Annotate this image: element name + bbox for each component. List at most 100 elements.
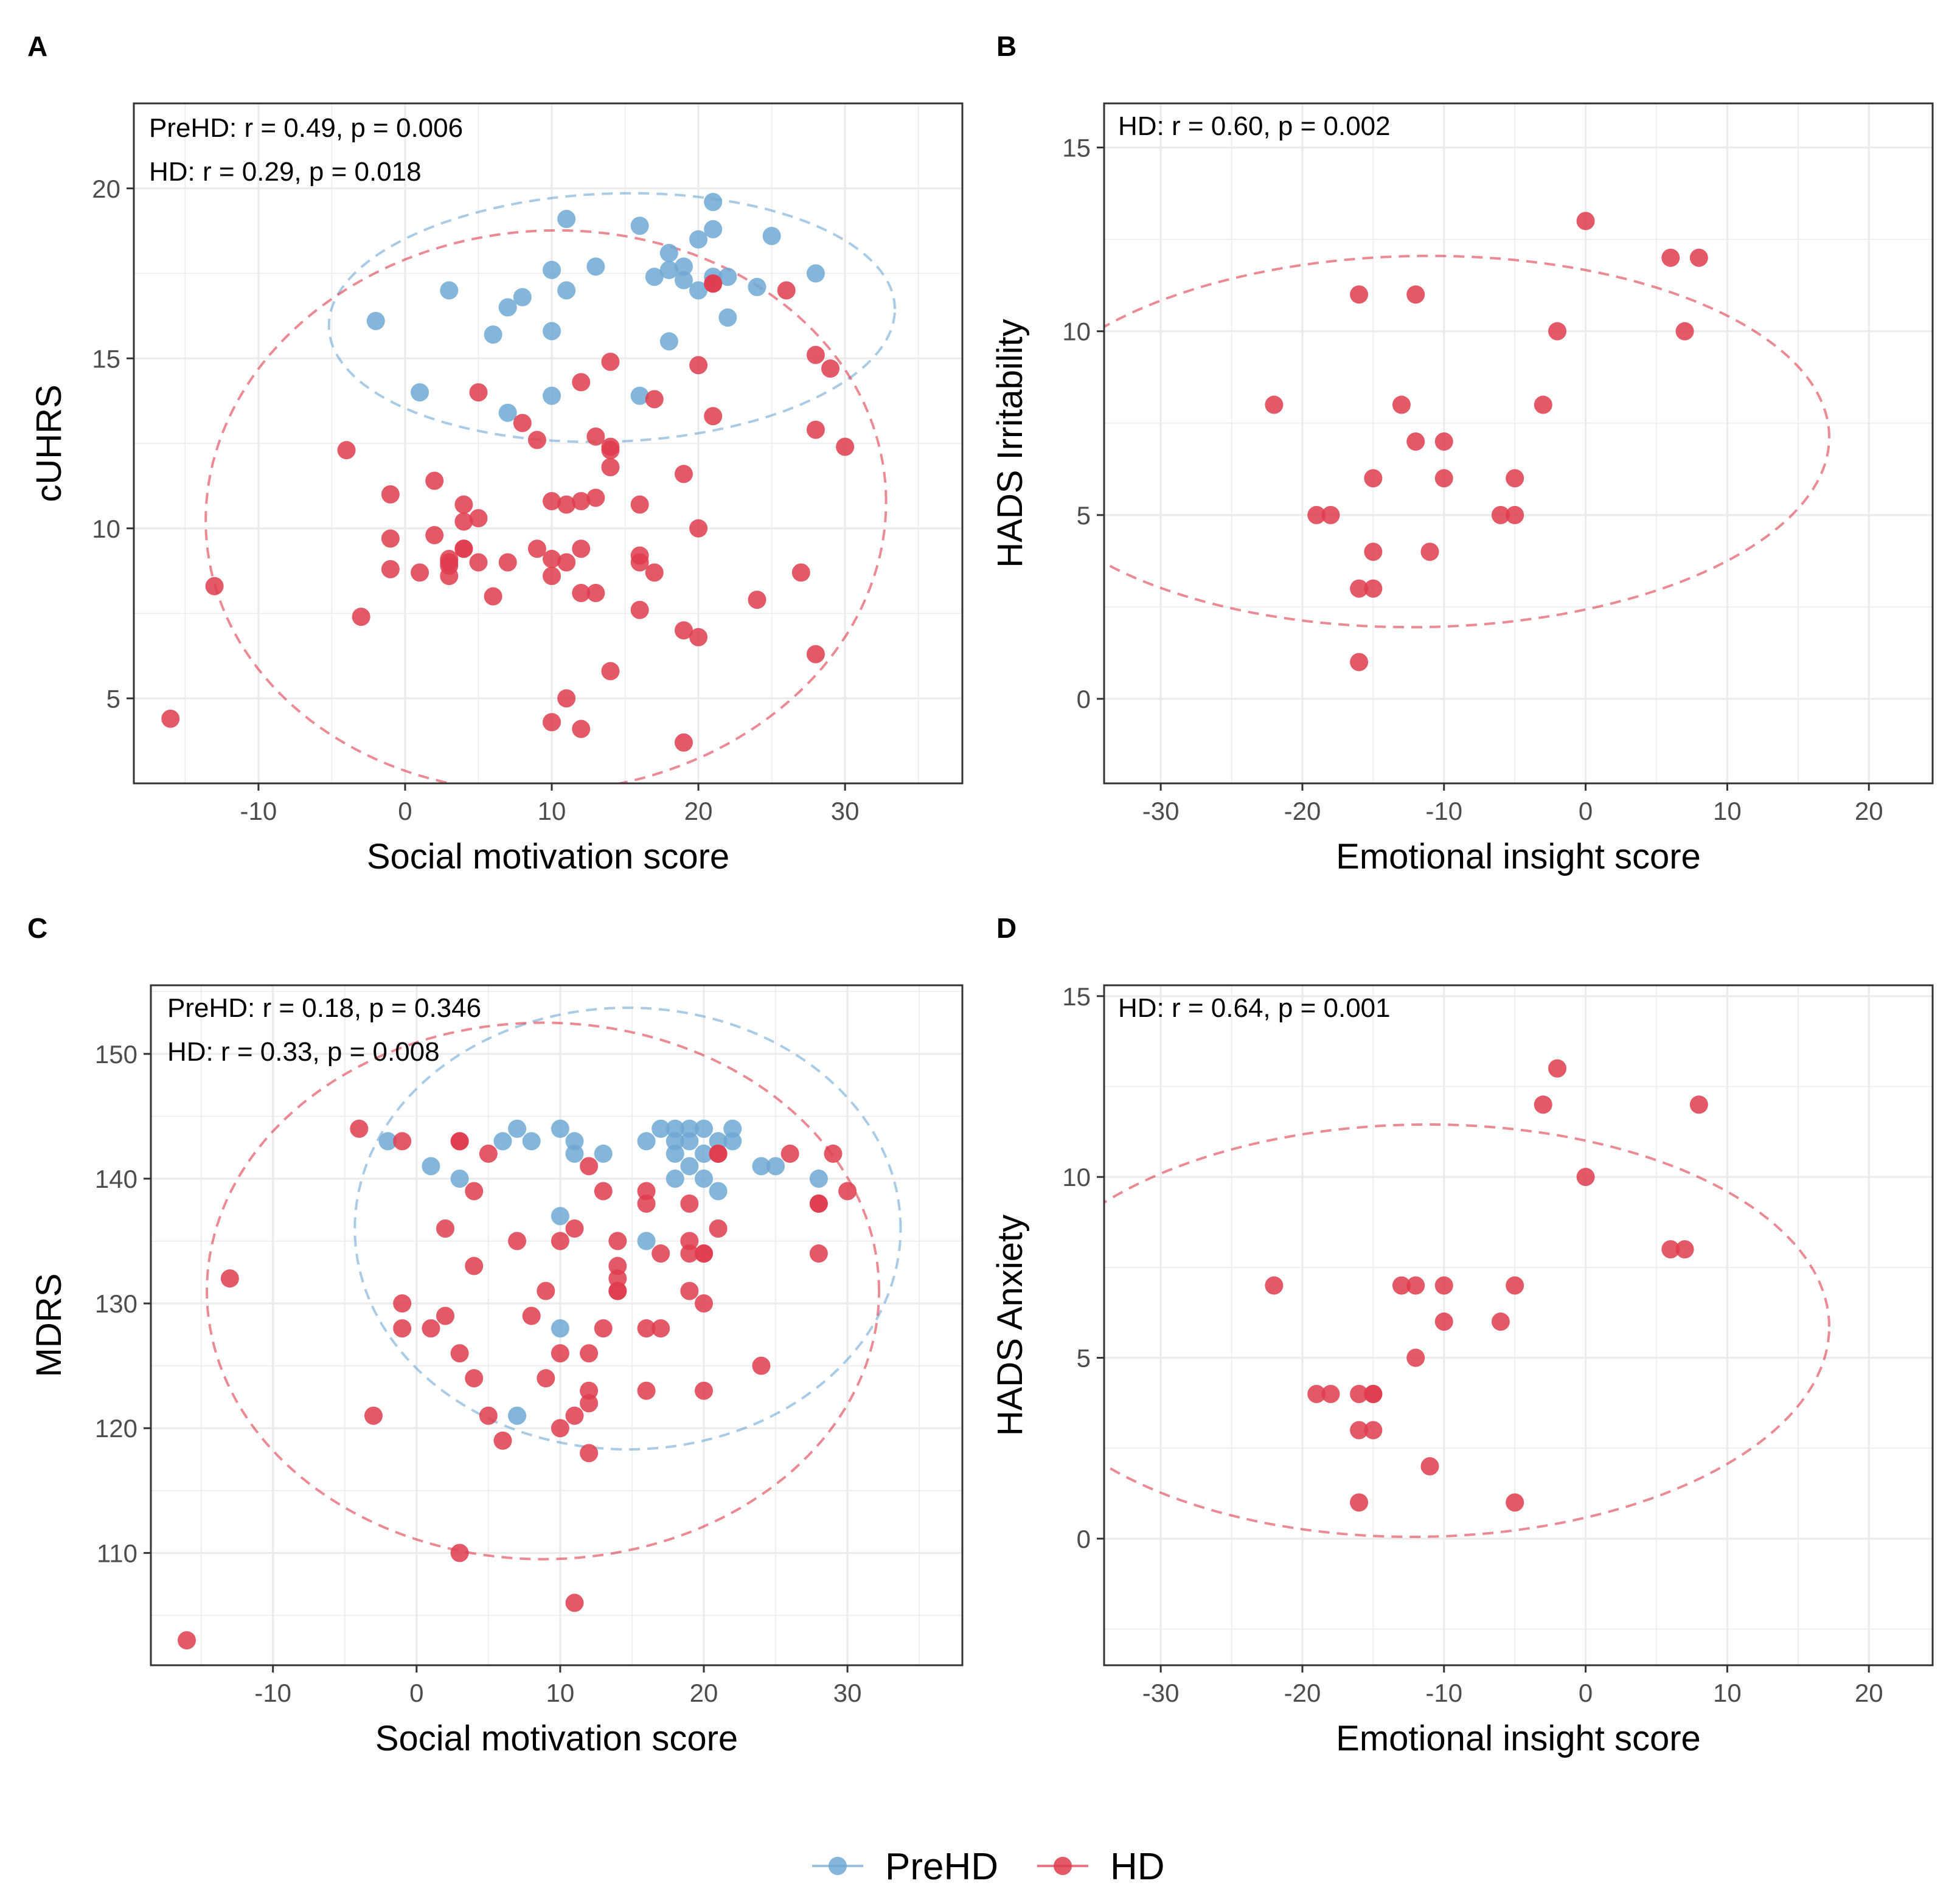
data-point-hd [680, 1194, 699, 1213]
data-point-hd [709, 1219, 728, 1238]
data-point-hd [689, 519, 708, 538]
data-point-prehd [659, 260, 678, 279]
data-point-prehd [484, 325, 502, 344]
confidence-ellipses [1104, 254, 1830, 629]
data-point-hd [1350, 653, 1369, 671]
data-point-hd [1434, 1312, 1453, 1331]
data-point-prehd [665, 1169, 684, 1188]
data-point-hd [1406, 432, 1425, 451]
data-point-hd [594, 1319, 613, 1338]
y-tick-label: 10 [1062, 1163, 1091, 1191]
data-point-hd [1307, 1384, 1326, 1403]
data-point-hd [1350, 579, 1369, 598]
data-point-hd [680, 1244, 699, 1263]
data-point-hd [580, 1344, 599, 1363]
data-point-hd [1548, 322, 1567, 341]
y-tick-label: 150 [95, 1040, 137, 1069]
y-tick-label: 0 [1077, 685, 1091, 713]
data-point-prehd [645, 268, 664, 286]
plot-background [1104, 985, 1933, 1665]
data-points [178, 1119, 857, 1649]
data-point-hd [580, 1394, 599, 1413]
data-point-prehd [551, 1207, 569, 1226]
data-point-prehd [543, 322, 561, 341]
plot-frame [133, 102, 964, 785]
data-point-hd [565, 1219, 584, 1238]
data-point-hd [1576, 1168, 1595, 1187]
data-point-prehd [422, 1157, 440, 1176]
legend: PreHD HD [812, 1846, 1165, 1888]
data-point-hd [580, 1157, 599, 1176]
data-point-hd [161, 709, 180, 728]
data-point-prehd [723, 1132, 742, 1151]
x-tick-label: 20 [1855, 1679, 1883, 1707]
panel-label: D [996, 912, 1016, 944]
data-point-hd [1392, 395, 1411, 414]
ellipse-hd [1104, 254, 1830, 629]
x-tick-label: 20 [1855, 797, 1883, 825]
data-point-hd [689, 356, 708, 375]
data-point-hd [695, 1294, 714, 1313]
data-point-prehd [411, 383, 429, 402]
data-point-prehd [522, 1132, 541, 1151]
data-point-hd [586, 427, 605, 446]
data-point-hd [522, 1306, 541, 1325]
data-point-prehd [565, 1132, 584, 1151]
panels: -10 0 10 20 30 5 10 15 20 Social motivation score… [27, 30, 1934, 1758]
correlation-annotation: HD: r = 0.64, p = 0.001 [1118, 993, 1391, 1023]
data-point-prehd [513, 288, 532, 307]
x-axis-title: Social motivation score [375, 1719, 738, 1758]
data-point-hd [450, 1344, 469, 1363]
x-tick-label: -10 [1425, 1679, 1462, 1707]
data-point-hd [1406, 285, 1425, 304]
x-axis-title: Emotional insight score [1336, 837, 1701, 876]
data-point-prehd [543, 386, 561, 405]
data-point-hd [543, 713, 561, 732]
data-point-hd [1364, 543, 1383, 561]
data-point-hd [1350, 1493, 1369, 1512]
data-point-hd [1420, 543, 1439, 561]
data-point-hd [572, 719, 591, 738]
data-point-hd [1434, 469, 1453, 488]
data-point-hd [393, 1319, 412, 1338]
data-point-hd [440, 553, 459, 572]
data-point-hd [1576, 212, 1595, 231]
data-point-hd [608, 1257, 627, 1275]
x-axis-title: Emotional insight score [1336, 1719, 1701, 1758]
data-point-prehd [440, 281, 459, 300]
data-point-hd [824, 1144, 843, 1163]
y-axis-title: MDRS [29, 1274, 69, 1378]
x-tick-label: 0 [409, 1679, 423, 1707]
data-point-prehd [508, 1406, 527, 1425]
ellipse-hd [204, 229, 888, 783]
data-point-prehd [665, 1132, 684, 1151]
data-point-prehd [680, 1132, 699, 1151]
data-point-hd [1689, 1095, 1708, 1114]
data-point-hd [1350, 285, 1369, 304]
data-point-prehd [689, 281, 708, 300]
data-point-hd [1506, 1493, 1524, 1512]
data-point-hd [674, 621, 693, 640]
data-point-hd [557, 689, 576, 708]
data-point-hd [465, 1182, 484, 1201]
data-point-prehd [630, 217, 649, 235]
correlation-annotation: HD: r = 0.60, p = 0.002 [1118, 111, 1391, 141]
legend-key-prehd [812, 1857, 863, 1875]
data-point-hd [572, 373, 591, 392]
data-point-hd [469, 508, 488, 527]
data-point-hd [337, 441, 356, 460]
data-point-hd [1661, 1240, 1680, 1259]
data-point-hd [479, 1406, 498, 1425]
data-point-hd [205, 577, 224, 595]
data-point-hd [557, 553, 576, 572]
data-point-hd [674, 465, 693, 484]
data-point-hd [352, 608, 370, 626]
data-point-prehd [718, 268, 737, 286]
data-point-hd [601, 441, 620, 460]
data-point-prehd [695, 1144, 714, 1163]
panel-label: C [27, 912, 47, 944]
data-point-hd [1420, 1457, 1439, 1475]
data-point-hd [601, 662, 620, 681]
data-point-prehd [498, 298, 517, 317]
data-point-hd [1661, 248, 1680, 267]
